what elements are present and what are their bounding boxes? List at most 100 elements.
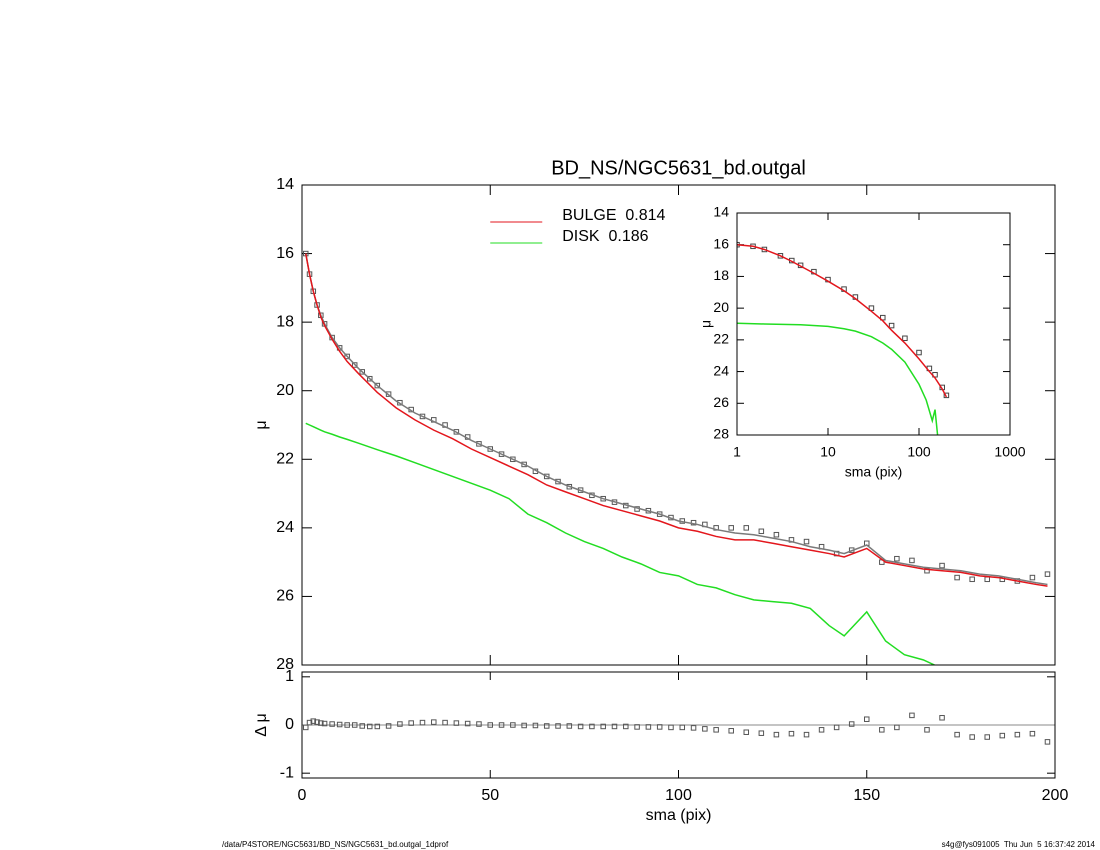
y-tick-label: 18 bbox=[276, 313, 294, 330]
data-point bbox=[969, 734, 975, 740]
data-point bbox=[864, 716, 870, 722]
data-point bbox=[310, 718, 317, 724]
plot-area bbox=[303, 712, 1051, 745]
data-point bbox=[374, 723, 381, 730]
data-point bbox=[487, 446, 493, 452]
data-point bbox=[645, 724, 652, 730]
data-point bbox=[743, 729, 750, 735]
x-tick-label: 100 bbox=[665, 787, 692, 804]
data-point bbox=[902, 335, 908, 342]
data-point bbox=[419, 719, 426, 726]
data-point bbox=[984, 734, 990, 740]
data-point bbox=[600, 723, 606, 730]
data-point bbox=[510, 722, 516, 728]
data-point bbox=[924, 567, 930, 574]
data-point bbox=[894, 555, 900, 562]
data-point bbox=[999, 732, 1006, 739]
data-point bbox=[510, 456, 516, 463]
data-point bbox=[374, 382, 381, 389]
data-point bbox=[702, 726, 708, 732]
data-point bbox=[879, 727, 885, 733]
data-point bbox=[543, 723, 550, 729]
data-point bbox=[464, 720, 471, 727]
y-axis-label: Δ μ bbox=[253, 713, 270, 736]
data-point bbox=[419, 413, 426, 420]
x-tick-label: 150 bbox=[853, 787, 880, 804]
data-point bbox=[431, 719, 437, 725]
y-axis-label: μ bbox=[253, 420, 270, 429]
axes-frame bbox=[301, 671, 1056, 779]
data-point bbox=[924, 727, 930, 733]
y-tick-label: 28 bbox=[713, 426, 729, 442]
y-tick-label: 0 bbox=[285, 716, 294, 733]
y-tick-label: 1 bbox=[285, 668, 294, 685]
data-point bbox=[385, 391, 392, 397]
data-point bbox=[303, 724, 309, 731]
y-tick-label: -1 bbox=[280, 764, 294, 781]
series-line bbox=[305, 253, 1048, 587]
data-point bbox=[442, 719, 448, 726]
data-point bbox=[521, 461, 527, 468]
data-point bbox=[943, 392, 950, 399]
series-line bbox=[737, 322, 939, 435]
data-point bbox=[351, 362, 358, 368]
data-point bbox=[487, 722, 493, 728]
data-point bbox=[773, 731, 780, 738]
data-point bbox=[954, 731, 960, 738]
y-tick-label: 28 bbox=[276, 656, 294, 673]
y-axis-label: μ bbox=[698, 320, 714, 328]
y-tick-label: 24 bbox=[276, 519, 294, 536]
data-point bbox=[555, 478, 561, 485]
data-point bbox=[690, 725, 697, 731]
chart-title: BD_NS/NGC5631_bd.outgal bbox=[551, 157, 806, 179]
data-point bbox=[408, 720, 414, 726]
data-point bbox=[498, 722, 505, 728]
y-tick-label: 20 bbox=[713, 299, 729, 315]
y-tick-label: 26 bbox=[713, 394, 729, 410]
data-point bbox=[329, 721, 335, 727]
data-point bbox=[888, 322, 895, 329]
data-point bbox=[351, 722, 358, 728]
data-point bbox=[803, 731, 810, 738]
data-point bbox=[1029, 574, 1036, 581]
data-point bbox=[476, 721, 482, 727]
data-point bbox=[954, 574, 960, 581]
y-tick-label: 18 bbox=[713, 267, 729, 283]
data-point bbox=[566, 723, 573, 729]
data-point bbox=[909, 712, 915, 719]
data-point bbox=[656, 724, 663, 730]
footer-left: /data/P4STORE/NGC5631/BD_NS/NGC5631_bd.o… bbox=[222, 840, 449, 849]
footer-right: s4g@fys091005 Thu Jun 5 16:37:42 2014 bbox=[942, 840, 1096, 849]
data-point bbox=[321, 720, 328, 727]
data-point bbox=[306, 719, 313, 726]
data-point bbox=[743, 525, 750, 531]
plot-area bbox=[303, 250, 1051, 665]
data-point bbox=[344, 353, 350, 360]
axes-frame bbox=[736, 212, 1011, 436]
axes-frame bbox=[301, 184, 1056, 666]
data-point bbox=[623, 723, 629, 730]
x-tick-label: 1 bbox=[733, 444, 741, 460]
data-point bbox=[1044, 739, 1051, 745]
data-point bbox=[848, 721, 855, 727]
y-tick-label: 22 bbox=[276, 451, 294, 468]
data-point bbox=[476, 441, 482, 447]
data-point bbox=[611, 723, 618, 730]
x-axis-label: sma (pix) bbox=[845, 464, 903, 480]
data-point bbox=[939, 715, 945, 721]
data-point bbox=[773, 531, 780, 538]
data-point bbox=[453, 429, 460, 435]
data-point bbox=[385, 723, 392, 729]
data-point bbox=[543, 473, 550, 480]
data-point bbox=[359, 723, 365, 729]
data-point bbox=[916, 349, 922, 356]
data-point bbox=[532, 722, 539, 729]
legend-label: BULGE 0.814 bbox=[562, 207, 665, 224]
data-point bbox=[577, 723, 584, 730]
x-tick-label: 0 bbox=[298, 787, 307, 804]
x-tick-label: 10 bbox=[820, 444, 836, 460]
series-line bbox=[305, 422, 935, 665]
data-point bbox=[939, 562, 945, 569]
data-point bbox=[359, 369, 365, 375]
